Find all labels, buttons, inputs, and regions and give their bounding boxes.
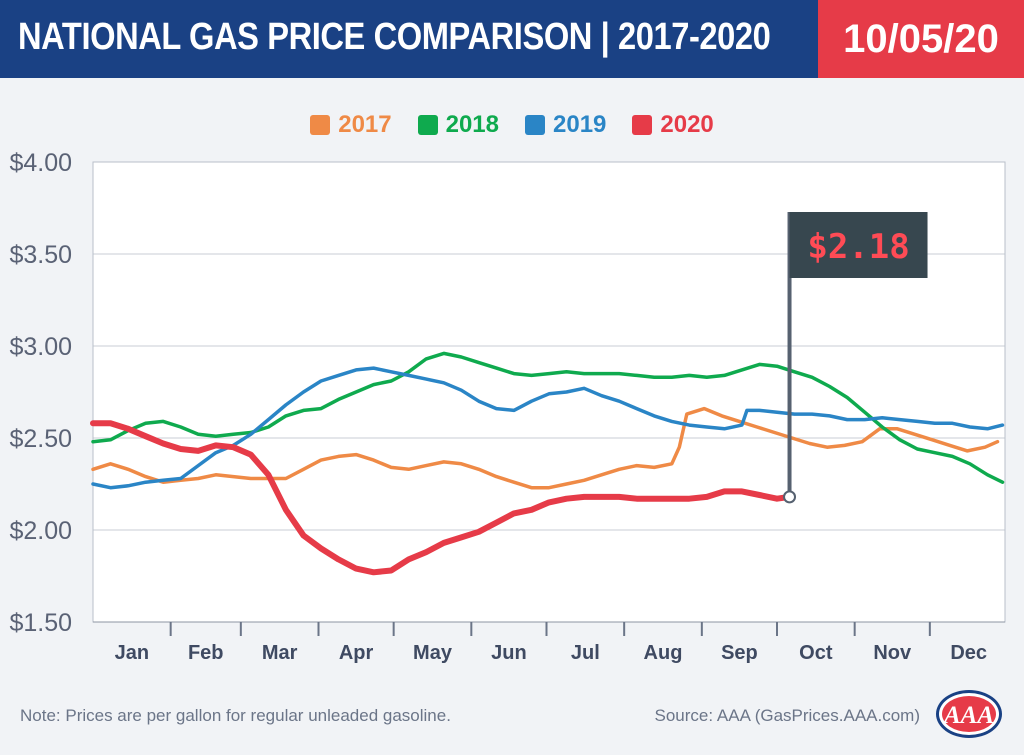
aaa-logo: AAA <box>936 690 1002 738</box>
price-annotation: $2.18 <box>783 212 928 504</box>
x-axis: Jan Feb Mar Apr May Jun Jul Aug Sep Oct Nov Dec <box>93 621 1005 664</box>
current-price-marker <box>783 490 797 504</box>
legend-swatch-2019 <box>525 115 545 135</box>
x-tick-label: Jul <box>571 642 600 664</box>
legend-swatch-2017 <box>310 115 331 135</box>
y-tick-label: $2.00 <box>9 517 72 545</box>
x-tick-label: Oct <box>799 642 833 664</box>
x-tick-label: Apr <box>339 642 374 664</box>
y-tick-label: $2.50 <box>9 425 72 453</box>
x-tick-label: Mar <box>262 642 298 664</box>
chart-legend: 2017 2018 2019 2020 <box>0 111 1024 139</box>
legend-swatch-2020 <box>632 115 653 135</box>
y-axis-labels: $4.00 $3.50 $3.00 $2.50 $2.00 $1.50 <box>9 149 72 637</box>
y-tick-label: $1.50 <box>9 609 72 637</box>
series-line-2018 <box>91 351 1005 484</box>
x-tick-label: May <box>413 642 453 664</box>
legend-swatch-2018 <box>417 115 438 135</box>
y-tick-label: $4.00 <box>9 149 72 177</box>
legend-label-2019: 2019 <box>553 111 607 138</box>
legend-item-2019: 2019 <box>525 111 606 139</box>
legend-item-2020: 2020 <box>632 111 714 139</box>
x-tick-label: Sep <box>721 642 758 664</box>
legend-item-2018: 2018 <box>417 111 499 139</box>
legend-item-2017: 2017 <box>310 111 392 139</box>
aaa-logo-text: AAA <box>942 702 994 729</box>
y-tick-label: $3.00 <box>9 333 72 361</box>
series-line-2020 <box>90 420 793 576</box>
x-tick-label: Jun <box>491 642 527 664</box>
price-flag-label: $2.18 <box>807 227 909 267</box>
date-badge: 10/05/20 <box>818 0 1024 78</box>
price-flag <box>789 212 928 278</box>
legend-label-2018: 2018 <box>445 111 499 138</box>
x-tick-label: Jan <box>115 642 149 664</box>
footer-source: Source: AAA (GasPrices.AAA.com) <box>654 706 920 725</box>
legend-label-2020: 2020 <box>660 111 714 138</box>
series-line-2019 <box>91 366 1005 490</box>
page-title: NATIONAL GAS PRICE COMPARISON | 2017-202… <box>18 16 771 58</box>
footer-note: Note: Prices are per gallon for regular … <box>20 706 451 725</box>
y-tick-label: $3.50 <box>9 241 72 269</box>
data-series <box>90 351 1005 576</box>
x-tick-label: Aug <box>644 642 683 664</box>
x-tick-label: Nov <box>873 642 912 664</box>
header-bar: NATIONAL GAS PRICE COMPARISON | 2017-202… <box>0 0 1024 78</box>
legend-label-2017: 2017 <box>338 111 392 138</box>
series-line-2017 <box>91 406 1000 490</box>
x-tick-label: Feb <box>188 642 224 664</box>
x-tick-label: Dec <box>950 642 987 664</box>
